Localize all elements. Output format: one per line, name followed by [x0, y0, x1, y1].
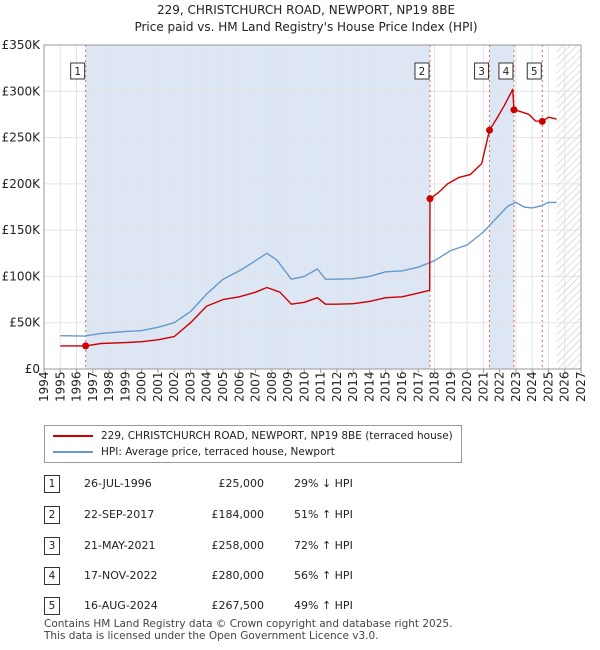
- y-tick-label: £200K: [2, 177, 42, 191]
- sale-label-number: 3: [478, 66, 485, 78]
- x-tick-label: 2003: [183, 371, 197, 402]
- legend-property-swatch: [53, 435, 93, 437]
- x-tick-label: 2024: [525, 371, 539, 402]
- hpi-series-line: [60, 201, 557, 337]
- sale-point: [82, 342, 90, 350]
- sale-number: 4: [44, 567, 60, 585]
- x-tick-label: 1994: [37, 371, 51, 402]
- y-tick-label: £150K: [2, 223, 42, 237]
- y-tick-label: £0: [25, 362, 40, 376]
- ownership-band: [85, 45, 430, 369]
- x-tick-label: 2005: [216, 371, 230, 402]
- x-tick-label: 2004: [200, 371, 214, 402]
- x-tick-label: 2013: [346, 371, 360, 402]
- x-tick-label: 2022: [493, 371, 507, 402]
- sale-label-box: [70, 62, 86, 80]
- y-tick-label: £300K: [2, 84, 42, 98]
- x-tick-label: 2018: [428, 371, 442, 402]
- sale-date: 17-NOV-2022: [84, 569, 158, 582]
- attribution-footer: Contains HM Land Registry data © Crown c…: [44, 618, 452, 642]
- x-tick-label: 2025: [541, 371, 555, 402]
- sale-date: 21-MAY-2021: [84, 539, 156, 552]
- x-tick-label: 2011: [314, 371, 328, 402]
- legend-hpi-label: HPI: Average price, terraced house, Newp…: [101, 446, 335, 458]
- x-tick-label: 2020: [460, 371, 474, 402]
- footer-copyright: Contains HM Land Registry data © Crown c…: [44, 618, 453, 630]
- sale-number: 1: [44, 475, 60, 493]
- sale-date: 16-AUG-2024: [84, 599, 158, 612]
- y-tick-label: £100K: [2, 269, 42, 283]
- x-tick-label: 2007: [249, 371, 263, 402]
- x-tick-label: 2017: [411, 371, 425, 402]
- price-chart: 229, CHRISTCHURCH ROAD, NEWPORT, NP19 8B…: [2, 3, 588, 402]
- legend-property-label: 229, CHRISTCHURCH ROAD, NEWPORT, NP19 8B…: [101, 430, 453, 442]
- sale-price: £267,500: [211, 599, 265, 612]
- sale-point: [538, 117, 546, 125]
- x-tick-label: 1996: [70, 371, 84, 402]
- sale-price: £258,000: [211, 539, 265, 552]
- sale-point: [510, 106, 518, 114]
- x-tick-label: 1999: [118, 371, 132, 402]
- sale-number: 3: [44, 537, 60, 555]
- sale-number: 2: [44, 506, 60, 524]
- sale-date: 26-JUL-1996: [84, 477, 152, 490]
- x-tick-label: 2021: [476, 371, 490, 402]
- x-tick-label: 2023: [509, 371, 523, 402]
- future-hatch-region: [556, 45, 581, 369]
- sale-price: £184,000: [211, 508, 265, 521]
- x-tick-label: 2027: [574, 371, 588, 402]
- sale-hpi-diff: 72% ↑ HPI: [294, 539, 353, 552]
- x-tick-label: 1995: [53, 371, 67, 402]
- property-series-line: [60, 88, 557, 347]
- y-tick-label: £50K: [9, 316, 41, 330]
- sale-label-number: 1: [74, 66, 81, 78]
- sale-label-number: 5: [531, 66, 538, 78]
- sale-hpi-diff: 49% ↑ HPI: [294, 599, 353, 612]
- sale-hpi-diff: 51% ↑ HPI: [294, 508, 353, 521]
- footer-licence: This data is licensed under the Open Gov…: [44, 630, 379, 642]
- x-tick-label: 1997: [86, 371, 100, 402]
- x-tick-label: 2006: [232, 371, 246, 402]
- sale-label-number: 4: [503, 66, 510, 78]
- sale-point: [426, 195, 434, 203]
- chart-subtitle: Price paid vs. HM Land Registry's House …: [134, 20, 477, 34]
- sale-label-number: 2: [419, 66, 426, 78]
- sale-label-box: [526, 62, 542, 80]
- sale-label-box: [414, 62, 430, 80]
- x-tick-label: 2016: [395, 371, 409, 402]
- sale-point: [486, 126, 494, 134]
- x-tick-label: 2012: [330, 371, 344, 402]
- x-tick-label: 2026: [558, 371, 572, 402]
- x-tick-label: 2009: [281, 371, 295, 402]
- sale-number: 5: [44, 597, 60, 615]
- sale-price: £280,000: [211, 569, 265, 582]
- x-tick-label: 2001: [151, 371, 165, 402]
- legend-hpi-swatch: [53, 451, 93, 453]
- x-tick-label: 2002: [167, 371, 181, 402]
- chart-title: 229, CHRISTCHURCH ROAD, NEWPORT, NP19 8B…: [157, 3, 455, 17]
- sale-hpi-diff: 29% ↓ HPI: [294, 477, 353, 490]
- x-tick-label: 2019: [444, 371, 458, 402]
- sale-hpi-diff: 56% ↑ HPI: [294, 569, 353, 582]
- y-tick-label: £250K: [2, 131, 42, 145]
- sale-date: 22-SEP-2017: [84, 508, 155, 521]
- x-tick-label: 2014: [362, 371, 376, 402]
- sale-price: £25,000: [218, 477, 265, 490]
- x-tick-label: 2000: [135, 371, 149, 402]
- sale-label-box: [498, 62, 514, 80]
- x-tick-label: 2010: [297, 371, 311, 402]
- plot-frame: [43, 44, 582, 370]
- x-tick-label: 2008: [265, 371, 279, 402]
- x-tick-label: 2015: [379, 371, 393, 402]
- sale-label-box: [474, 62, 490, 80]
- ownership-band: [489, 45, 514, 369]
- y-tick-label: £350K: [2, 38, 42, 52]
- x-tick-label: 1998: [102, 371, 116, 402]
- chart-legend: 229, CHRISTCHURCH ROAD, NEWPORT, NP19 8B…: [44, 425, 462, 463]
